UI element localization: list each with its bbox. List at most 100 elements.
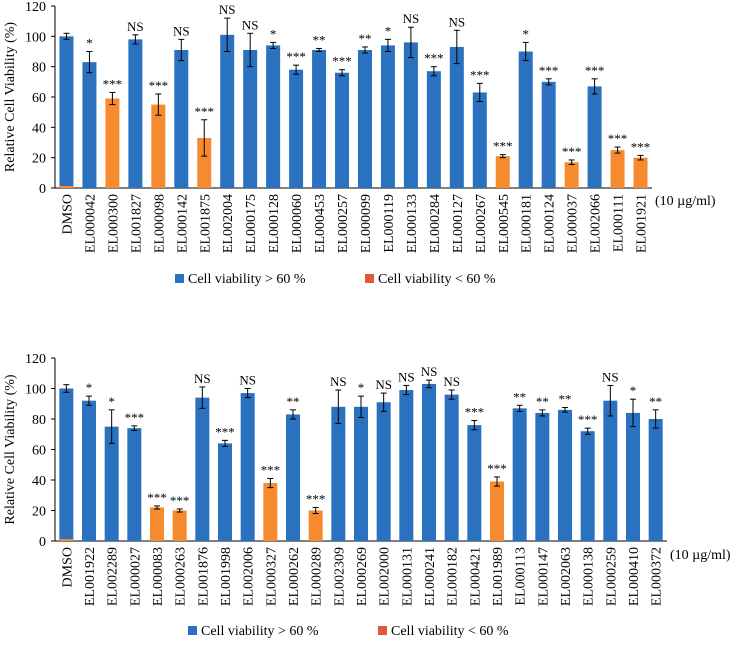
significance-label: *** (539, 63, 559, 78)
chart-2: 0 20 40 60 80 100 120 Relative Cell Viability (… (3, 352, 731, 639)
category-label: EL000269 (355, 547, 370, 606)
category-label: EL000421 (468, 547, 483, 606)
category-label: EL002006 (242, 547, 257, 606)
legend-swatch (175, 274, 184, 283)
category-label: EL002066 (589, 194, 604, 253)
bar-EL000128 (266, 45, 281, 188)
bar-EL000027 (127, 428, 142, 541)
category-label: EL001998 (219, 547, 234, 606)
significance-label: *** (424, 51, 444, 66)
bar-EL000147 (535, 412, 550, 541)
bar-EL001989 (490, 481, 504, 541)
bar-EL000257 (335, 72, 350, 188)
bar-EL000113 (512, 408, 527, 541)
significance-label: ** (287, 394, 300, 409)
bar-EL002000 (376, 402, 391, 541)
significance-label: ** (313, 32, 326, 47)
significance-label: ** (536, 394, 549, 409)
bar-EL000284 (426, 71, 441, 188)
category-label: EL000257 (336, 194, 351, 253)
category-label: EL000098 (152, 194, 167, 253)
bar-EL002289 (104, 426, 119, 541)
significance-label: *** (487, 461, 507, 476)
category-label: EL000138 (582, 547, 597, 606)
bar-EL001998 (218, 443, 232, 541)
bar-EL000259 (603, 400, 618, 541)
category-label: EL000131 (400, 547, 415, 606)
y-tick-label: 0 (39, 535, 46, 550)
legend-swatch (365, 274, 374, 283)
category-label: EL000027 (128, 547, 143, 606)
significance-label: ** (559, 392, 572, 407)
category-label: DMSO (60, 194, 75, 234)
bar-EL000262 (286, 414, 300, 541)
legend-label: Cell viability < 60 % (391, 624, 509, 639)
bar-EL000042 (82, 62, 97, 188)
category-label: EL000113 (514, 547, 529, 606)
category-label: EL000083 (151, 547, 166, 606)
category-label: EL000147 (536, 547, 551, 606)
category-label: EL000182 (446, 547, 461, 606)
significance-label: * (358, 380, 365, 395)
bar-EL000372 (648, 419, 663, 541)
category-label: EL000267 (474, 194, 489, 253)
significance-label: *** (103, 76, 123, 91)
category-label: EL002000 (378, 547, 393, 606)
y-axis-label: Relative Cell Viability (%) (3, 22, 18, 172)
category-label: EL000037 (566, 194, 581, 253)
category-label: EL001922 (83, 547, 98, 606)
bar-base-marker (59, 539, 74, 541)
significance-label: ** (513, 389, 526, 404)
significance-label: * (86, 380, 93, 395)
bar-EL000037 (564, 162, 579, 188)
significance-label: NS (239, 373, 256, 388)
bar-EL000127 (449, 46, 464, 189)
bar-EL002006 (240, 393, 255, 541)
y-tick-label: 120 (25, 0, 46, 15)
bar-EL000083 (150, 507, 164, 541)
significance-label: ** (649, 394, 662, 409)
category-label: EL000241 (423, 547, 438, 606)
category-label: EL001989 (491, 547, 506, 606)
category-label: EL001827 (129, 194, 144, 253)
category-label: EL000099 (359, 194, 374, 253)
significance-label: *** (493, 139, 513, 154)
category-label: EL002004 (221, 194, 236, 253)
bar-DMSO (59, 36, 74, 189)
significance-label: * (385, 23, 392, 38)
bar-EL002004 (220, 34, 235, 188)
y-tick-label: 60 (32, 444, 46, 459)
category-label: EL000300 (106, 194, 121, 253)
bar-EL002309 (331, 406, 346, 541)
category-label: EL000127 (451, 194, 466, 253)
legend: Cell viability > 60 % Cell viability < 60… (188, 624, 509, 639)
bar-EL001921 (633, 157, 648, 188)
significance-label: ** (358, 31, 371, 46)
significance-label: NS (127, 19, 144, 34)
bar-EL000060 (289, 69, 304, 188)
bar-DMSO (59, 388, 74, 541)
bar-base-marker (59, 186, 74, 188)
category-label: EL000372 (650, 547, 665, 606)
category-label: EL002289 (106, 547, 121, 606)
legend: Cell viability > 60 % Cell viability < 60… (175, 272, 496, 287)
bar-EL000327 (263, 483, 278, 541)
significance-label: NS (449, 14, 466, 29)
significance-label: *** (147, 490, 167, 505)
significance-label: *** (125, 410, 145, 425)
significance-label: *** (286, 49, 306, 64)
y-tick-label: 100 (25, 30, 46, 45)
bar-EL001922 (82, 400, 96, 541)
legend-label: Cell viability < 60 % (378, 272, 496, 287)
bar-EL000300 (105, 98, 120, 188)
category-label: EL000142 (175, 194, 190, 253)
significance-label: NS (194, 371, 211, 386)
category-label: EL000410 (627, 547, 642, 606)
category-label: EL000111 (612, 194, 627, 252)
y-tick-label: 20 (32, 505, 46, 520)
bar-EL000138 (580, 431, 595, 541)
category-label: EL000119 (382, 194, 397, 253)
category-label: EL002309 (332, 547, 347, 606)
bar-EL001827 (128, 39, 143, 188)
